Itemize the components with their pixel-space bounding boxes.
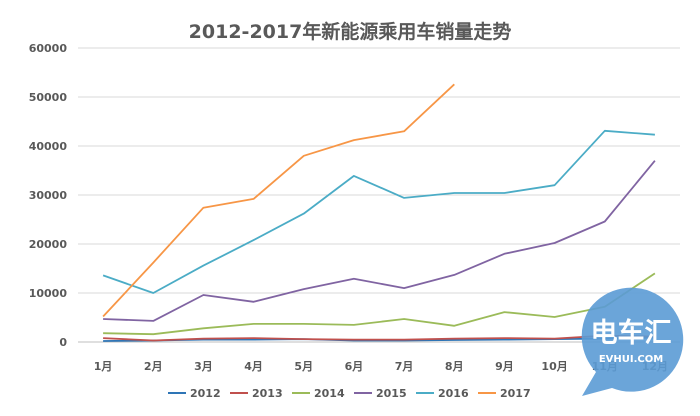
x-tick-label: 1月 xyxy=(94,360,113,373)
evhui-watermark: 电车汇 EVHUI.COM xyxy=(581,287,684,396)
series-layer xyxy=(102,83,656,342)
watermark-site-text: EVHUI.COM xyxy=(599,354,663,365)
grid-layer xyxy=(78,47,680,294)
x-tick-label: 6月 xyxy=(345,360,364,373)
y-tick-label: 40000 xyxy=(29,140,68,153)
legend-label-2013: 2013 xyxy=(252,387,283,400)
legend-label-2017: 2017 xyxy=(500,387,531,400)
x-tick-label: 8月 xyxy=(445,360,464,373)
legend-label-2014: 2014 xyxy=(314,387,345,400)
x-tick-label: 2月 xyxy=(144,360,163,373)
x-tick-label: 9月 xyxy=(495,360,514,373)
series-line-2017 xyxy=(102,83,455,318)
x-tick-label: 3月 xyxy=(194,360,213,373)
legend-label-2012: 2012 xyxy=(190,387,221,400)
legend-label-2015: 2015 xyxy=(376,387,407,400)
y-tick-label: 20000 xyxy=(29,238,68,251)
y-tick-label: 30000 xyxy=(29,189,68,202)
x-tick-label: 4月 xyxy=(244,360,263,373)
x-tick-label: 7月 xyxy=(395,360,414,373)
legend: 2012 2013 2014 2015 2016 2017 xyxy=(168,387,531,400)
chart-title: 2012-2017年新能源乘用车销量走势 xyxy=(189,20,512,43)
series-line-2015 xyxy=(103,160,656,322)
y-tick-label: 50000 xyxy=(29,91,68,104)
y-tick-label: 0 xyxy=(59,336,67,349)
watermark-bubble-icon xyxy=(581,287,684,396)
y-tick-label: 10000 xyxy=(29,287,68,300)
watermark-logo-text: 电车汇 xyxy=(591,317,672,349)
series-line-2016 xyxy=(102,129,655,294)
x-tick-label: 5月 xyxy=(294,360,313,373)
legend-label-2016: 2016 xyxy=(438,387,469,400)
axis-layer: 0 10000 20000 30000 40000 50000 60000 1月 2月 3月 4月 5… xyxy=(29,42,680,373)
series-line-2014 xyxy=(103,272,656,336)
series-line-2013 xyxy=(103,334,655,342)
x-tick-label: 10月 xyxy=(541,360,567,373)
y-tick-label: 60000 xyxy=(29,42,68,55)
